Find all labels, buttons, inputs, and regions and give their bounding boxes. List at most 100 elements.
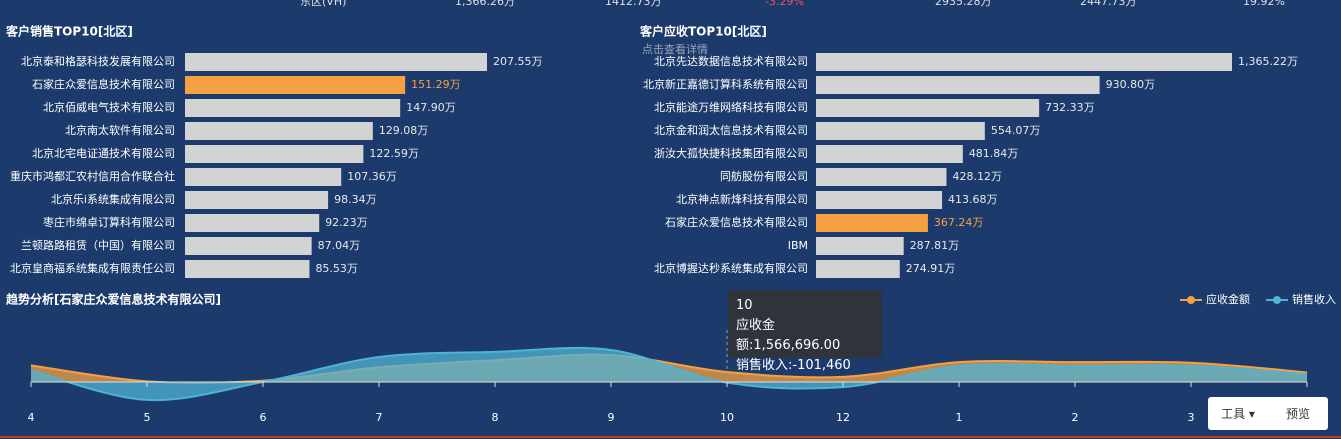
- value-label: 122.59万: [369, 147, 419, 160]
- x-tick-label: 5: [144, 411, 151, 424]
- bar: [816, 53, 1232, 71]
- category-label: 北京博握达秒系统集成有限公司: [654, 261, 808, 275]
- top-cell: 2935.28万: [935, 0, 992, 8]
- value-label: 107.36万: [347, 170, 397, 183]
- category-label: 北京佰威电气技术有限公司: [43, 100, 175, 114]
- chart-title: 客户销售TOP10[北区]: [5, 24, 133, 39]
- bar: [185, 260, 310, 278]
- x-tick-label: 7: [376, 411, 383, 424]
- bar: [816, 214, 928, 232]
- value-label: 732.33万: [1045, 101, 1095, 114]
- preview-button[interactable]: 预览: [1285, 407, 1310, 421]
- value-label: 1,365.22万: [1238, 55, 1298, 68]
- bar: [816, 237, 904, 255]
- value-label: 207.55万: [493, 55, 543, 68]
- category-label: 北京乐i系统集成有限公司: [51, 192, 175, 206]
- legend-dot: [1187, 296, 1195, 304]
- category-label: 石家庄众爱信息技术有限公司: [665, 215, 808, 229]
- bar: [816, 145, 963, 163]
- top-cell: 2447.73万: [1080, 0, 1137, 8]
- category-label: 枣庄市绵卓订算科有限公司: [43, 215, 175, 229]
- area: [31, 347, 1307, 401]
- bar: [816, 191, 943, 209]
- top-cell: -3.29%: [765, 0, 804, 8]
- value-label: 129.08万: [379, 124, 429, 137]
- bar: [185, 122, 373, 140]
- line: [30, 353, 1308, 384]
- category-label: IBM: [788, 239, 808, 252]
- category-label: 石家庄众爱信息技术有限公司: [32, 77, 175, 91]
- value-label: 274.91万: [906, 262, 956, 275]
- bar: [816, 99, 1040, 117]
- chart-title: 客户应收TOP10[北区]: [639, 24, 767, 39]
- bar: [185, 214, 320, 232]
- bar: [816, 122, 985, 140]
- category-label: 重庆市鸿都汇农村信用合作联合社: [10, 169, 175, 183]
- legend-label: 应收金额: [1206, 292, 1250, 306]
- tooltip-line: 应收金额:1,566,696.00: [736, 318, 841, 353]
- tooltip: 10 应收金额:1,566,696.00 销售收入:-101,460: [728, 290, 882, 373]
- toolbar: 工具 ▾ 预览: [1208, 397, 1328, 430]
- tooltip-title: 10: [736, 298, 753, 313]
- category-label: 同舫股份有限公司: [720, 169, 808, 183]
- x-tick-label: 9: [608, 411, 615, 424]
- line: [30, 346, 1308, 402]
- x-tick-label: 3: [1188, 411, 1195, 424]
- x-tick-label: 8: [492, 411, 499, 424]
- category-label: 北京能途万维网络科技有限公司: [654, 100, 808, 114]
- value-label: 151.29万: [411, 78, 461, 91]
- bar: [816, 168, 947, 186]
- category-label: 北京北宅电证通技术有限公司: [32, 146, 175, 160]
- value-label: 147.90万: [406, 101, 456, 114]
- bar: [185, 53, 487, 71]
- legend-dot: [1273, 296, 1281, 304]
- value-label: 481.84万: [969, 147, 1019, 160]
- value-label: 554.07万: [991, 124, 1041, 137]
- category-label: 北京先达数据信息技术有限公司: [654, 54, 808, 68]
- bar: [185, 191, 329, 209]
- x-tick-label: 10: [720, 411, 734, 424]
- value-label: 287.81万: [910, 239, 960, 252]
- tools-button[interactable]: 工具 ▾: [1221, 407, 1255, 421]
- top-cell: 19.92%: [1243, 0, 1285, 8]
- top-cell: 1412.73万: [605, 0, 662, 8]
- category-label: 北京泰和格瑟科技发展有限公司: [21, 54, 175, 68]
- tooltip-line: 销售收入:-101,460: [736, 358, 851, 373]
- top-cell: 东区(VH): [300, 0, 346, 8]
- value-label: 367.24万: [934, 216, 984, 229]
- value-label: 428.12万: [952, 170, 1002, 183]
- top-row: 东区(VH) 1,366.26万 1412.73万 -3.29% 2935.28…: [300, 0, 1285, 8]
- bar: [185, 99, 401, 117]
- value-label: 85.53万: [315, 262, 358, 275]
- hint[interactable]: 点击查看详情: [642, 42, 708, 56]
- tools-label[interactable]: 工具: [1221, 407, 1246, 421]
- category-label: 兰顿路路租赁（中国）有限公司: [21, 238, 175, 252]
- bar: [185, 145, 364, 163]
- category-label: 北京新正嘉德订算科系统有限公司: [643, 77, 808, 91]
- value-label: 930.80万: [1106, 78, 1156, 91]
- x-tick-label: 4: [28, 411, 35, 424]
- value-label: 87.04万: [318, 239, 361, 252]
- value-label: 98.34万: [334, 193, 377, 206]
- category-label: 浙汝大孤快捷科技集团有限公司: [654, 146, 808, 160]
- bar: [816, 260, 900, 278]
- legend-label: 销售收入: [1292, 292, 1336, 306]
- top-cell: 1,366.26万: [455, 0, 515, 8]
- value-label: 413.68万: [948, 193, 998, 206]
- x-tick-label: 6: [260, 411, 267, 424]
- x-tick-label: 12: [836, 411, 850, 424]
- x-tick-label: 2: [1072, 411, 1079, 424]
- value-label: 92.23万: [325, 216, 368, 229]
- bar: [185, 168, 342, 186]
- bar: [185, 76, 406, 94]
- category-label: 北京金和润太信息技术有限公司: [654, 123, 808, 137]
- bar: [185, 237, 312, 255]
- category-label: 北京神点新烽科技有限公司: [676, 192, 808, 206]
- category-label: 北京南太软件有限公司: [65, 123, 175, 137]
- category-label: 北京皇商福系统集成有限责任公司: [10, 261, 175, 275]
- x-tick-label: 1: [956, 411, 963, 424]
- chart-title: 趋势分析[石家庄众爱信息技术有限公司]: [6, 292, 221, 307]
- bar: [816, 76, 1100, 94]
